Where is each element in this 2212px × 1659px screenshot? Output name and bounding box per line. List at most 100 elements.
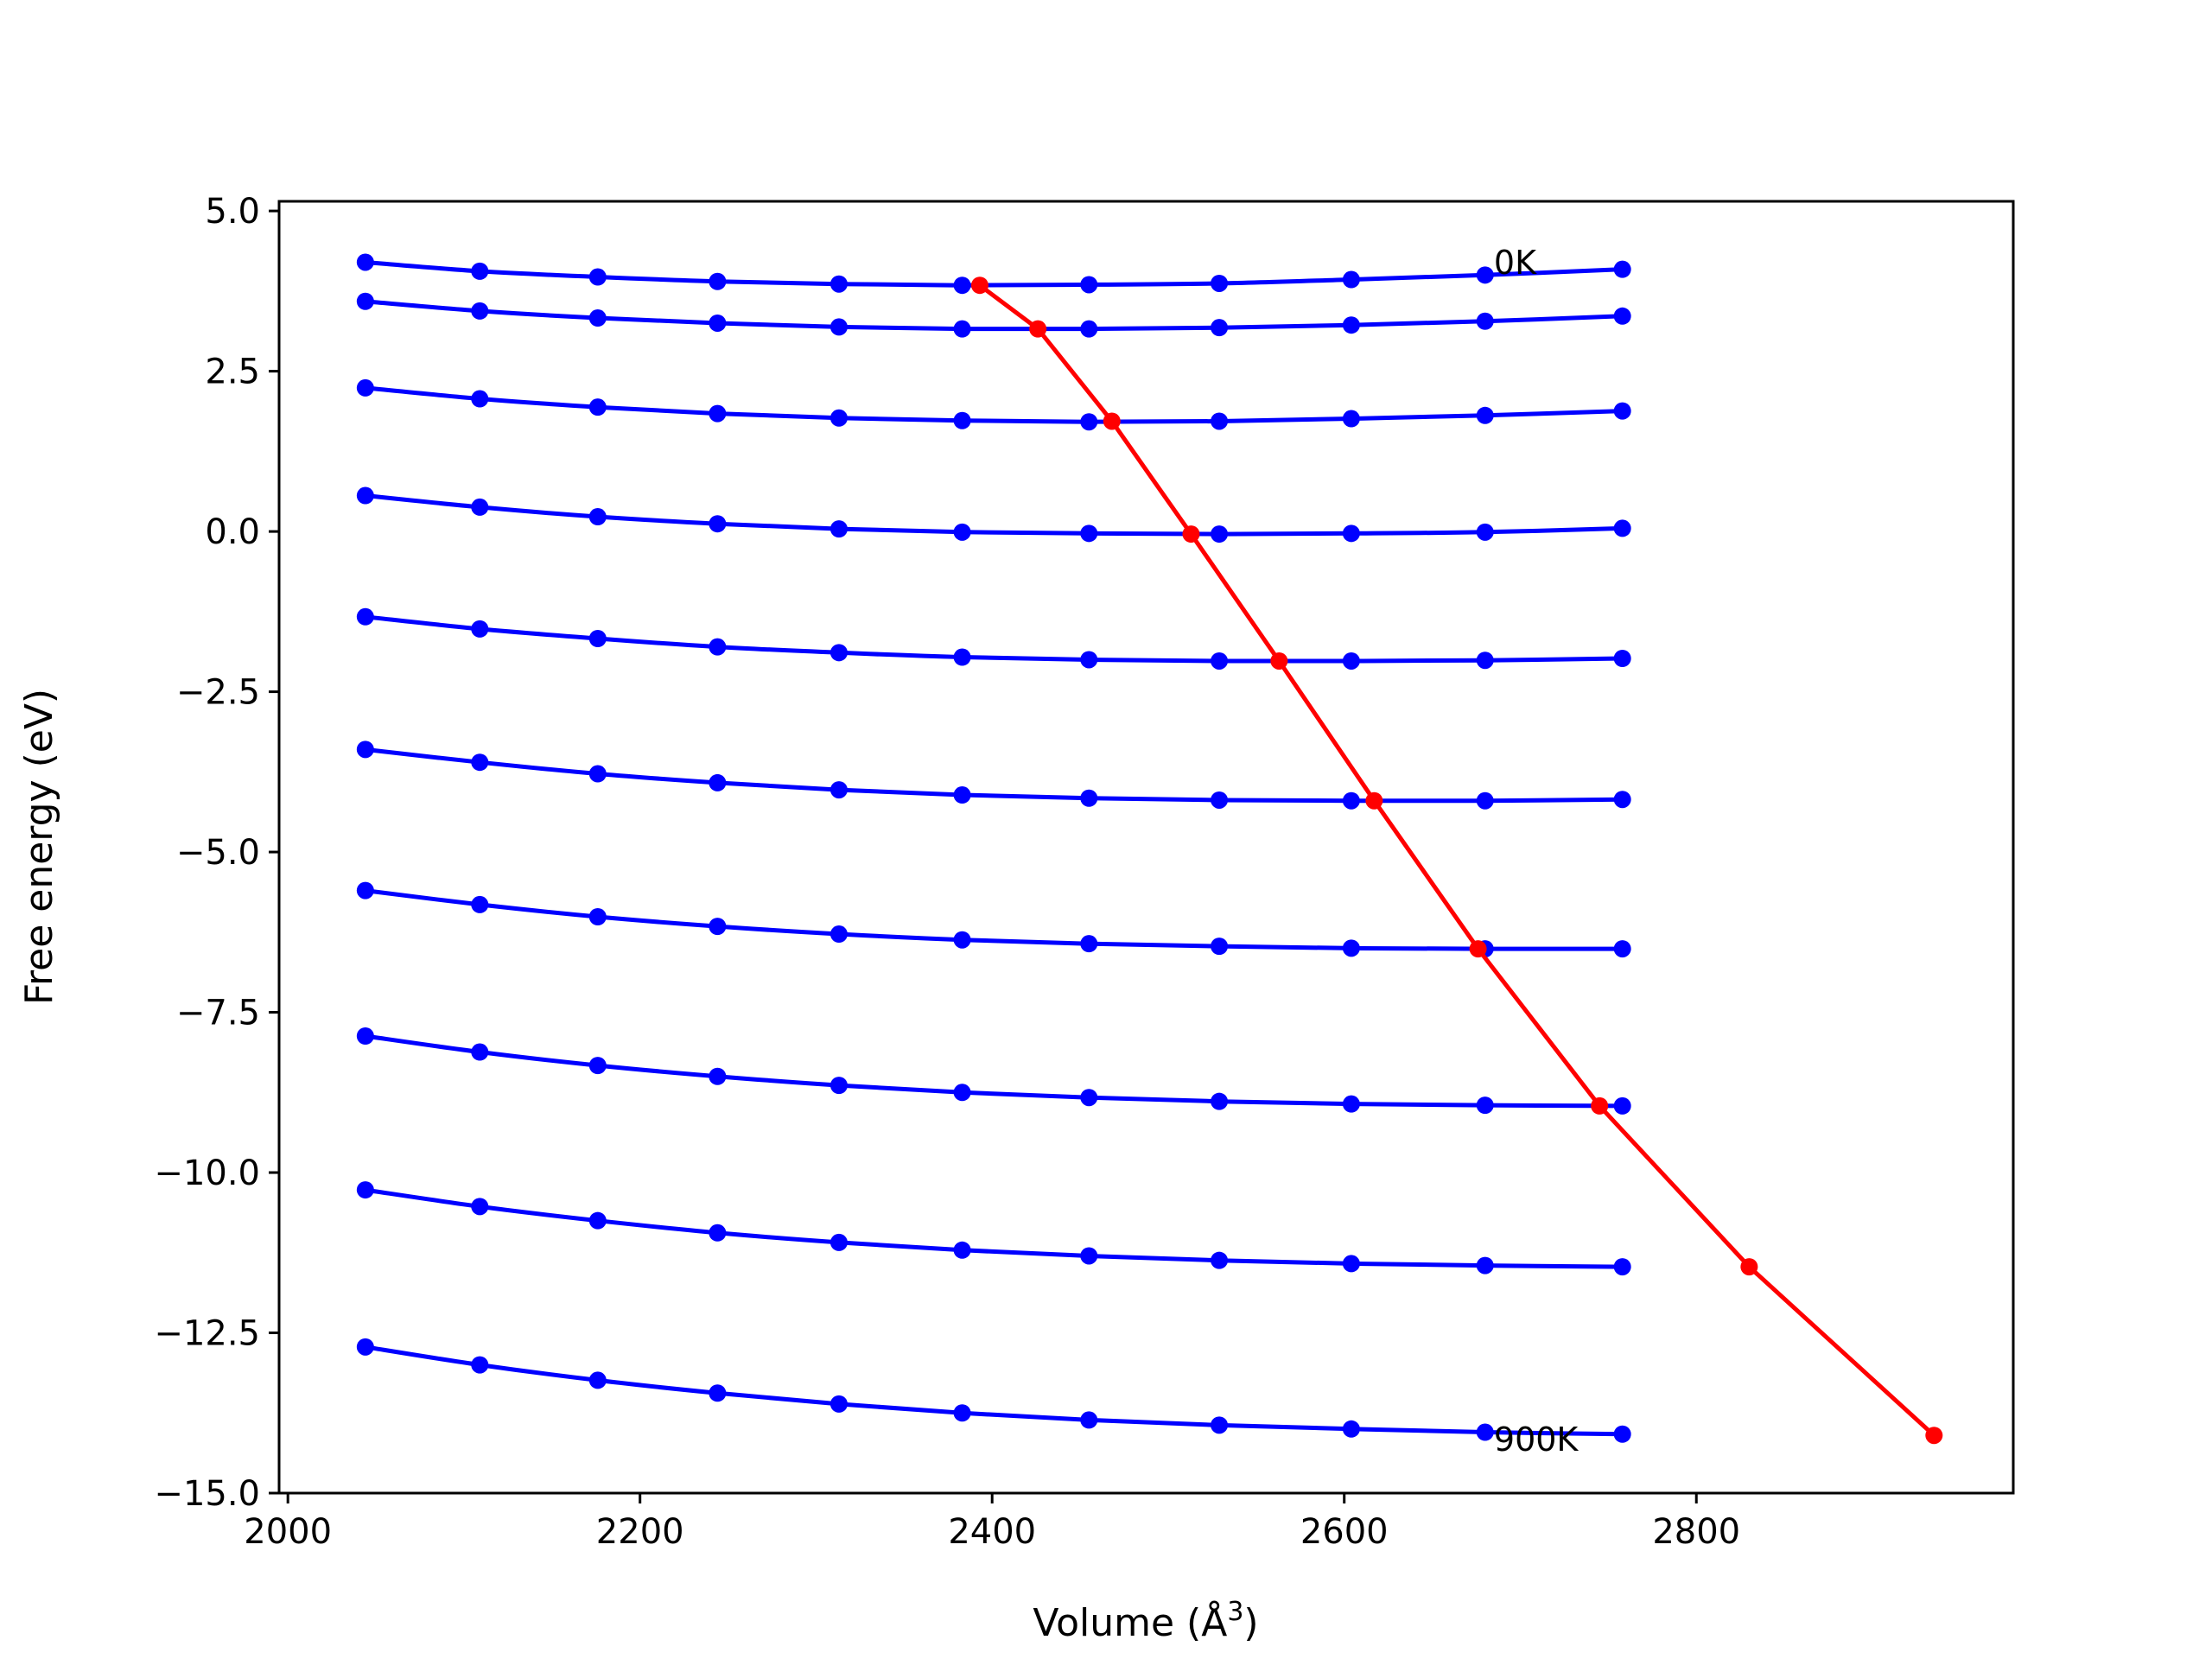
- isotherm-point-5-3: [709, 773, 727, 791]
- isotherm-point-6-5: [953, 931, 971, 949]
- isotherm-point-0-8: [1342, 270, 1360, 289]
- isotherm-point-7-7: [1211, 1092, 1229, 1110]
- minima-point-0: [970, 276, 988, 295]
- isotherm-point-1-3: [709, 314, 727, 332]
- isotherm-point-7-6: [1080, 1089, 1098, 1107]
- isotherm-point-0-2: [588, 268, 607, 286]
- isotherm-point-6-6: [1080, 935, 1098, 953]
- y-tick-label-7: −12.5: [154, 1314, 260, 1354]
- isotherm-point-5-8: [1342, 791, 1360, 810]
- isotherm-point-8-7: [1211, 1251, 1229, 1269]
- isotherm-point-5-1: [471, 753, 489, 772]
- plot-frame: [277, 200, 2015, 1495]
- minima-point-4: [1270, 652, 1288, 670]
- isotherm-line-8: [365, 1187, 1623, 1269]
- isotherm-point-5-5: [953, 786, 971, 804]
- isotherm-point-4-5: [953, 648, 971, 666]
- isotherm-point-7-4: [830, 1077, 848, 1095]
- isotherm-point-2-7: [1211, 412, 1229, 430]
- isotherm-line-2: [365, 385, 1623, 424]
- isotherm-line-9: [365, 1344, 1623, 1437]
- isotherm-point-4-1: [471, 620, 489, 638]
- isotherm-point-5-2: [588, 765, 607, 783]
- isotherm-point-4-8: [1342, 652, 1360, 670]
- isotherm-point-9-0: [356, 1338, 374, 1356]
- minima-point-5: [1365, 791, 1383, 810]
- minima-line: [978, 283, 1936, 1438]
- isotherm-point-3-10: [1613, 519, 1631, 537]
- isotherm-point-8-9: [1476, 1256, 1494, 1274]
- isotherm-line-4: [365, 614, 1623, 664]
- y-tick-label-8: −15.0: [154, 1474, 260, 1514]
- isotherm-point-0-1: [471, 262, 489, 280]
- isotherm-point-2-9: [1476, 406, 1494, 424]
- isotherm-point-2-6: [1080, 413, 1098, 431]
- temperature-label-1: 900K: [1494, 1421, 1580, 1459]
- isotherm-point-7-3: [709, 1067, 727, 1085]
- isotherm-point-8-4: [830, 1233, 848, 1251]
- isotherm-line-6: [365, 888, 1623, 951]
- isotherm-point-0-0: [356, 253, 374, 271]
- isotherm-point-1-9: [1476, 312, 1494, 330]
- isotherm-point-9-6: [1080, 1411, 1098, 1429]
- isotherm-point-1-6: [1080, 320, 1098, 338]
- x-tick-label-3: 2600: [1300, 1512, 1389, 1552]
- isotherm-point-6-0: [356, 881, 374, 899]
- isotherm-point-3-2: [588, 508, 607, 526]
- isotherm-point-0-6: [1080, 276, 1098, 294]
- isotherm-point-4-7: [1211, 652, 1229, 670]
- isotherm-point-1-1: [471, 302, 489, 320]
- isotherm-point-7-8: [1342, 1095, 1360, 1113]
- minima-point-2: [1103, 412, 1121, 430]
- isotherm-point-8-10: [1613, 1258, 1631, 1276]
- isotherm-point-9-1: [471, 1356, 489, 1374]
- isotherm-point-1-7: [1211, 319, 1229, 337]
- isotherm-point-2-3: [709, 404, 727, 423]
- isotherm-point-0-7: [1211, 274, 1229, 292]
- y-tick-label-2: 0.0: [205, 512, 260, 552]
- isotherm-point-9-3: [709, 1384, 727, 1402]
- isotherm-point-1-4: [830, 318, 848, 336]
- isotherm-point-3-1: [471, 498, 489, 516]
- isotherm-point-9-5: [953, 1404, 971, 1422]
- isotherm-point-9-2: [588, 1371, 607, 1389]
- isotherm-point-3-4: [830, 520, 848, 538]
- isotherm-point-0-3: [709, 272, 727, 290]
- x-tick-label-0: 2000: [244, 1512, 332, 1552]
- isotherm-point-7-9: [1476, 1096, 1494, 1115]
- isotherm-point-4-10: [1613, 650, 1631, 667]
- isotherm-line-7: [365, 1033, 1623, 1109]
- isotherm-point-1-5: [953, 320, 971, 338]
- isotherm-point-6-4: [830, 925, 848, 944]
- isotherm-point-3-0: [356, 486, 374, 505]
- x-tick-label-1: 2200: [596, 1512, 684, 1552]
- isotherm-point-0-5: [953, 276, 971, 295]
- x-tick-label-2: 2400: [948, 1512, 1036, 1552]
- y-tick-label-4: −5.0: [176, 833, 260, 873]
- isotherm-point-4-9: [1476, 652, 1494, 670]
- isotherm-point-9-7: [1211, 1416, 1229, 1434]
- isotherm-point-7-5: [953, 1084, 971, 1102]
- isotherm-point-9-4: [830, 1395, 848, 1413]
- isotherm-point-8-2: [588, 1211, 607, 1230]
- isotherm-point-1-8: [1342, 316, 1360, 334]
- isotherm-point-6-3: [709, 918, 727, 936]
- minima-point-8: [1740, 1258, 1758, 1276]
- minima-point-7: [1591, 1096, 1609, 1115]
- isotherm-point-8-8: [1342, 1255, 1360, 1273]
- isotherm-point-4-3: [709, 638, 727, 656]
- minima-point-9: [1925, 1427, 1943, 1445]
- isotherm-point-6-7: [1211, 938, 1229, 956]
- isotherm-point-9-10: [1613, 1425, 1631, 1443]
- isotherm-point-0-9: [1476, 266, 1494, 284]
- isotherm-line-5: [365, 747, 1623, 804]
- isotherm-point-8-6: [1080, 1247, 1098, 1265]
- isotherm-line-1: [365, 299, 1623, 332]
- y-tick-label-3: −2.5: [176, 673, 260, 713]
- isotherm-point-3-6: [1080, 524, 1098, 543]
- isotherm-point-8-0: [356, 1181, 374, 1199]
- isotherm-point-3-8: [1342, 524, 1360, 543]
- isotherm-point-6-10: [1613, 940, 1631, 958]
- y-tick-label-6: −10.0: [154, 1154, 260, 1193]
- isotherm-point-9-8: [1342, 1420, 1360, 1438]
